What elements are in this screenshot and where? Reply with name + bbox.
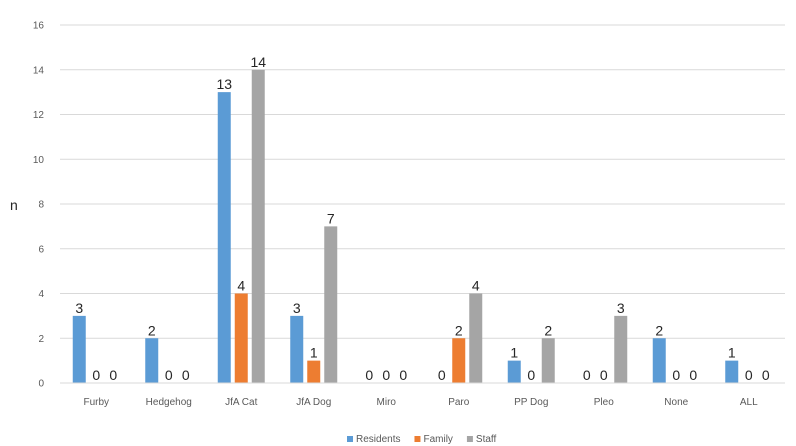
gridlines: [60, 24, 785, 339]
data-label: 14: [250, 54, 266, 70]
data-label: 0: [365, 367, 373, 383]
bar-staff-pleo: [614, 315, 628, 383]
category-label: ALL: [740, 397, 758, 408]
data-label: 0: [583, 367, 591, 383]
y-axis-ticks: 0 2 4 6 8 10 12 14 16: [33, 21, 45, 390]
data-label: 2: [655, 322, 663, 338]
data-label: 2: [544, 322, 552, 338]
bar-family-jfa-dog: [307, 360, 321, 383]
bar-staff-pp-dog: [541, 338, 555, 383]
bar-residents-jfa-cat: [217, 92, 231, 383]
category-label: Miro: [377, 397, 397, 408]
data-label: 0: [182, 367, 190, 383]
bar-residents-jfa-dog: [290, 315, 304, 383]
category-label: Paro: [448, 397, 470, 408]
category-label: Pleo: [594, 397, 614, 408]
category-label: JfA Cat: [225, 397, 257, 408]
data-label: 0: [438, 367, 446, 383]
bar-residents-pp-dog: [507, 360, 521, 383]
category-label: Hedgehog: [146, 397, 192, 408]
y-tick-label: 4: [38, 289, 44, 300]
legend-swatch-family: [414, 436, 421, 442]
y-tick-label: 12: [33, 110, 45, 121]
data-label: 0: [92, 367, 100, 383]
data-label: 0: [382, 367, 390, 383]
data-label: 0: [689, 367, 697, 383]
data-label: 2: [148, 322, 156, 338]
bar-staff-paro: [469, 293, 483, 383]
bars: [72, 69, 739, 383]
y-tick-label: 14: [33, 65, 45, 76]
category-label: JfA Dog: [296, 397, 331, 408]
category-label: PP Dog: [514, 397, 548, 408]
data-label: 3: [293, 300, 301, 316]
x-axis-categories: Furby Hedgehog JfA Cat JfA Dog Miro Paro PP Do…: [83, 397, 758, 408]
data-label: 0: [672, 367, 680, 383]
data-label: 0: [399, 367, 407, 383]
legend-label-family: Family: [423, 434, 452, 445]
data-label: 4: [472, 278, 480, 294]
y-tick-label: 16: [33, 21, 45, 32]
data-label: 2: [455, 322, 463, 338]
y-tick-label: 0: [38, 379, 44, 390]
bar-staff-jfa-dog: [324, 226, 338, 383]
legend-label-residents: Residents: [356, 434, 400, 445]
data-label: 0: [165, 367, 173, 383]
bar-family-jfa-cat: [234, 293, 248, 383]
y-tick-label: 8: [38, 200, 44, 211]
legend-swatch-residents: [347, 436, 353, 442]
y-axis-label: n: [10, 197, 18, 213]
data-label: 0: [600, 367, 608, 383]
bar-residents-all: [725, 360, 739, 383]
legend: Residents Family Staff: [347, 434, 497, 445]
data-label: 3: [617, 300, 625, 316]
bar-family-paro: [452, 338, 466, 383]
data-label: 4: [237, 278, 245, 294]
data-label: 0: [527, 367, 535, 383]
legend-label-staff: Staff: [476, 434, 497, 445]
data-label: 0: [745, 367, 753, 383]
data-label: 1: [310, 345, 318, 361]
bar-residents-hedgehog: [145, 338, 159, 383]
data-label: 0: [762, 367, 770, 383]
y-tick-label: 2: [38, 334, 44, 345]
bar-residents-furby: [72, 315, 86, 383]
data-label: 13: [216, 76, 232, 92]
data-label: 0: [109, 367, 117, 383]
y-tick-label: 10: [33, 155, 45, 166]
bar-staff-jfa-cat: [251, 69, 265, 383]
data-label: 1: [728, 345, 736, 361]
category-label: None: [664, 397, 688, 408]
data-label: 7: [327, 210, 335, 226]
bar-residents-none: [652, 338, 666, 383]
legend-swatch-staff: [466, 436, 473, 442]
data-label: 1: [510, 345, 518, 361]
data-label: 3: [75, 300, 83, 316]
category-label: Furby: [83, 397, 109, 408]
y-tick-label: 6: [38, 244, 44, 255]
